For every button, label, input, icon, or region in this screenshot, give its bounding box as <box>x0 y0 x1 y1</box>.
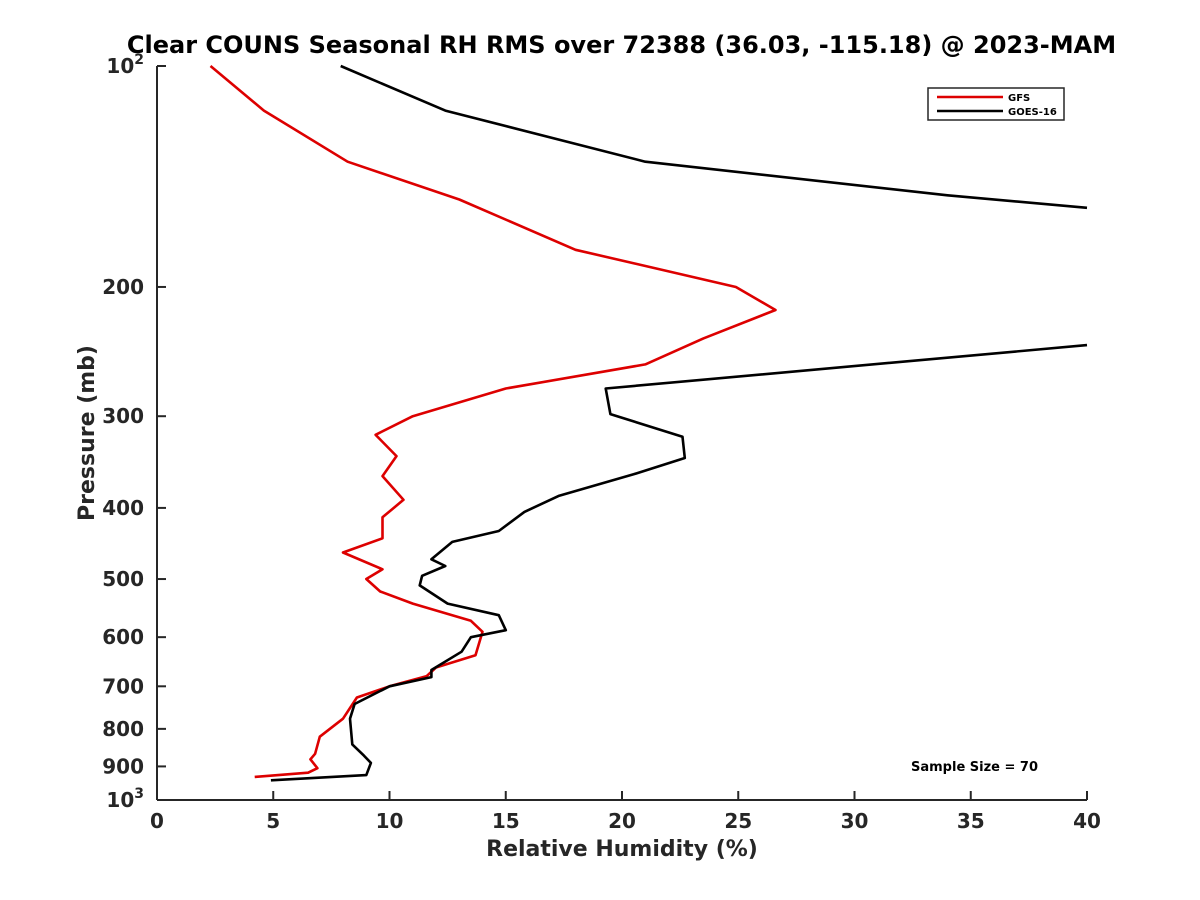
chart-title: Clear COUNS Seasonal RH RMS over 72388 (… <box>126 31 1117 59</box>
y-tick-label: 800 <box>102 717 144 741</box>
y-tick-label: 200 <box>102 275 144 299</box>
series-lines <box>209 64 1088 782</box>
y-tick-label: 700 <box>102 674 144 698</box>
sample-size-annotation: Sample Size = 70 <box>911 760 1038 775</box>
y-ticks: 102 200 300 400 500 600 700 800 900 103 <box>102 52 166 812</box>
y-tick-label: 400 <box>102 496 144 520</box>
y-tick-label: 600 <box>102 625 144 649</box>
x-tick-label: 20 <box>608 809 636 833</box>
series-line-goes16 <box>270 343 1088 782</box>
y-tick-label: 300 <box>102 404 144 428</box>
series-line-goes16 <box>340 64 1088 210</box>
series-line-gfs <box>209 65 777 779</box>
x-ticks: 0 5 10 15 20 25 30 35 40 <box>150 791 1101 833</box>
y-tick-label: 500 <box>102 567 144 591</box>
y-axis-label: Pressure (mb) <box>75 345 100 521</box>
x-tick-label: 30 <box>841 809 869 833</box>
legend-box <box>927 87 1065 121</box>
x-tick-label: 40 <box>1073 809 1101 833</box>
y-tick-label: 900 <box>102 754 144 778</box>
x-tick-label: 15 <box>492 809 520 833</box>
x-tick-label: 0 <box>150 809 164 833</box>
legend-label-goes16: GOES-16 <box>1008 107 1057 118</box>
x-tick-label: 35 <box>957 809 985 833</box>
x-axis-label: Relative Humidity (%) <box>486 837 758 862</box>
x-tick-label: 25 <box>724 809 752 833</box>
legend: GFS GOES-16 <box>927 87 1065 121</box>
x-tick-label: 5 <box>266 809 280 833</box>
x-tick-label: 10 <box>376 809 404 833</box>
legend-label-gfs: GFS <box>1008 93 1030 104</box>
y-tick-label: 102 <box>106 52 144 78</box>
y-tick-label: 103 <box>106 786 144 812</box>
